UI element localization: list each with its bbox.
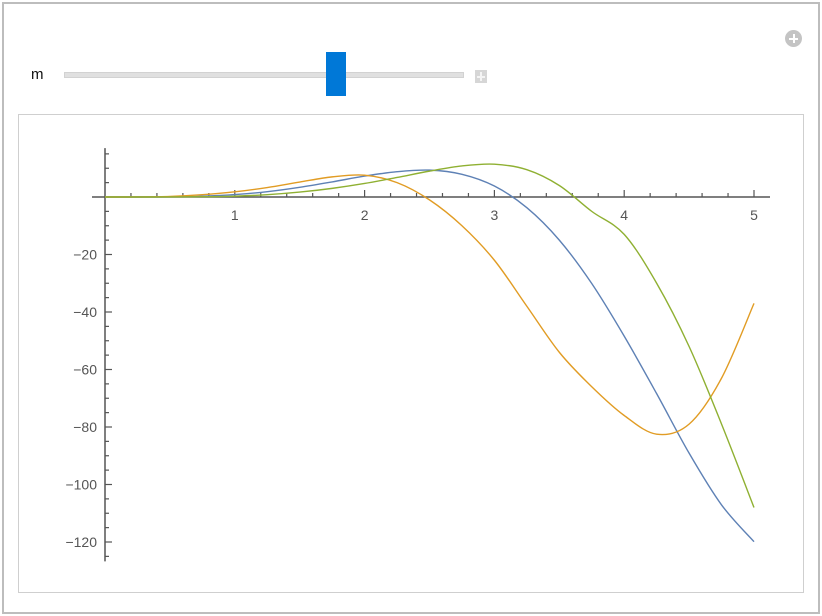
x-tick-label: 4: [620, 207, 628, 223]
x-tick-label: 5: [750, 207, 758, 223]
x-tick-label: 3: [491, 207, 499, 223]
slider-label: m: [31, 66, 44, 83]
y-tick-label: −20: [73, 247, 97, 263]
plus-circle-icon[interactable]: [785, 30, 802, 47]
y-tick-label: −100: [65, 477, 97, 493]
y-tick-label: −80: [73, 419, 97, 435]
y-tick-label: −40: [73, 304, 97, 320]
y-tick-label: −60: [73, 362, 97, 378]
plot-panel: [18, 114, 804, 593]
x-tick-label: 2: [361, 207, 369, 223]
series-line-2: [104, 174, 755, 436]
series-line-1: [104, 169, 755, 543]
x-tick-label: 1: [231, 207, 239, 223]
plus-square-icon[interactable]: [475, 70, 487, 83]
series-line-3: [104, 163, 755, 508]
y-tick-label: −120: [65, 534, 97, 550]
m-slider-track[interactable]: [64, 72, 464, 78]
m-slider-thumb[interactable]: [326, 52, 347, 96]
